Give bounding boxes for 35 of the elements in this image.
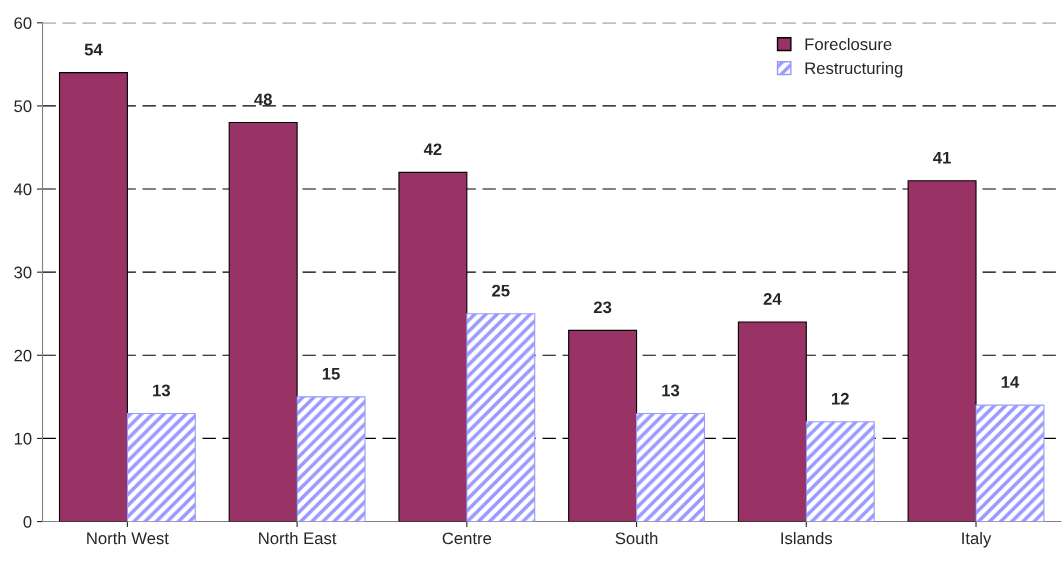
bar: [126, 412, 196, 522]
bar: [296, 396, 366, 522]
data-label: 41: [933, 151, 951, 164]
x-tick-label: North West: [87, 531, 169, 545]
data-label: 54: [84, 43, 103, 56]
data-label: 13: [153, 384, 170, 397]
data-label: 25: [492, 284, 510, 297]
bar: [805, 421, 875, 522]
data-label: 12: [832, 392, 849, 405]
y-tick-label: 40: [13, 183, 32, 196]
data-label: 42: [423, 143, 442, 156]
y-tick-label: 0: [23, 515, 32, 528]
data-label: 13: [662, 384, 680, 397]
data-label: 48: [254, 93, 272, 106]
legend-label: Foreclosure: [805, 37, 892, 51]
legend-label: Restructuring: [805, 61, 903, 78]
x-tick-label: Italy: [962, 531, 992, 548]
bar: [907, 180, 977, 522]
bar: [636, 412, 706, 522]
y-tick-label: 60: [14, 17, 32, 29]
x-tick-label: North East: [259, 531, 337, 545]
bar: [975, 404, 1045, 522]
y-tick-label: 20: [14, 349, 32, 362]
x-tick-label: South: [615, 531, 658, 545]
x-tick-label: Centre: [442, 532, 492, 545]
y-tick-label: 30: [14, 266, 32, 279]
data-label: 14: [1001, 376, 1020, 388]
bar: [228, 121, 298, 522]
x-tick-label: Islands: [781, 531, 833, 545]
bar: [466, 313, 536, 522]
y-tick-label: 10: [14, 432, 32, 445]
y-tick-label: 50: [14, 100, 32, 113]
data-label: 23: [593, 301, 612, 314]
data-label: 24: [763, 293, 782, 305]
data-label: 15: [322, 368, 340, 380]
